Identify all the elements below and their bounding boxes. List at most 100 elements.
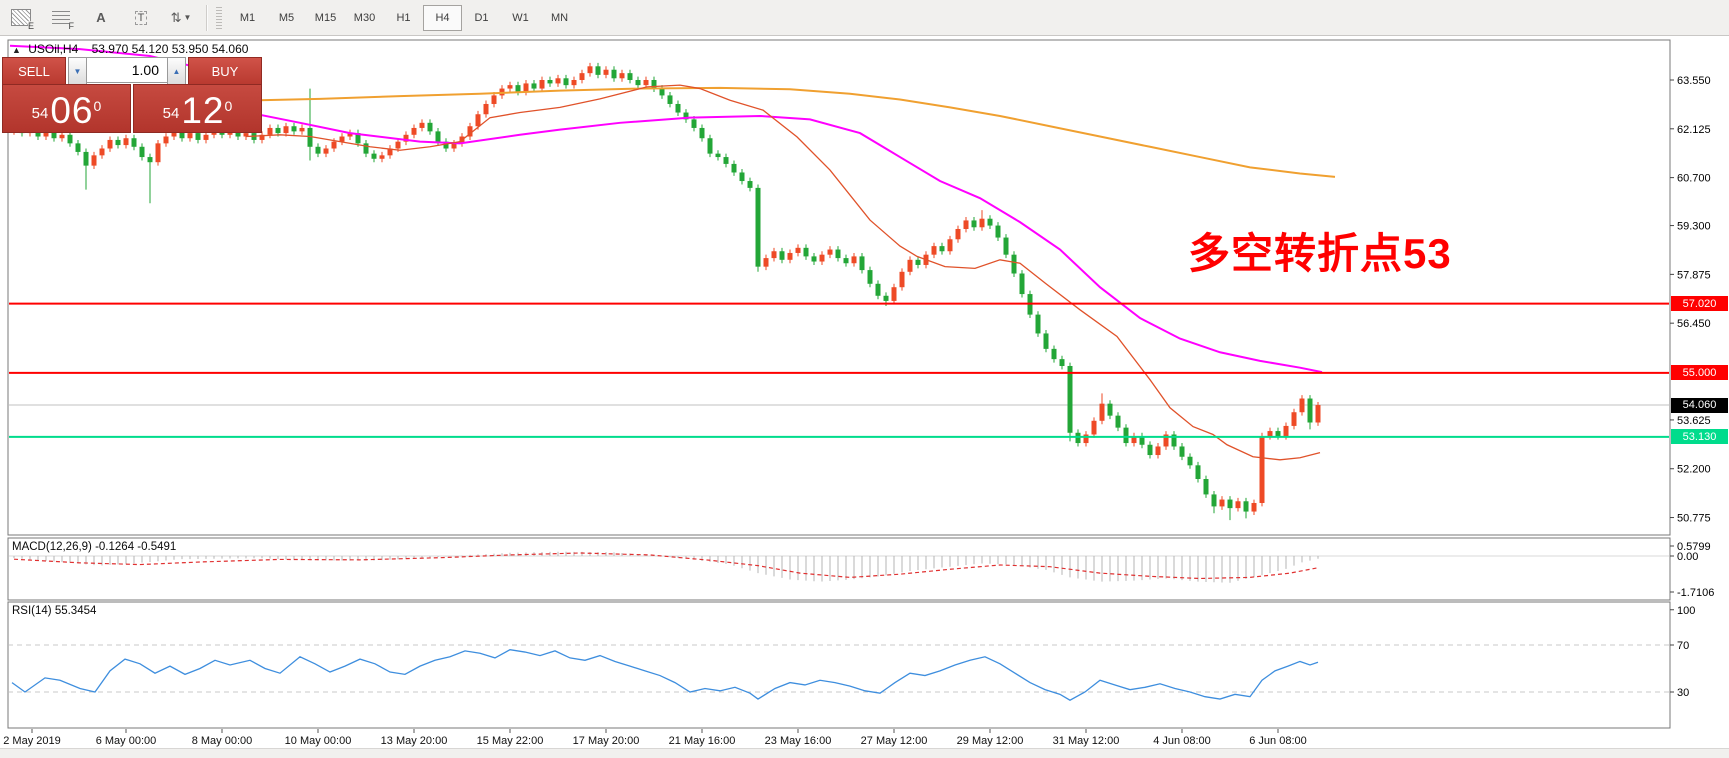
timeframe-bar: M1 M5 M15 M30 H1 H4 D1 W1 MN [228, 4, 579, 31]
candle-body [475, 114, 481, 127]
candle-body [731, 163, 737, 173]
candle-body [355, 133, 361, 144]
macd-axis-label: 0.00 [1677, 551, 1698, 563]
candle-body [811, 256, 817, 262]
volume-decrease-button[interactable]: ▼ [68, 57, 87, 85]
text-glyph: A [96, 10, 106, 25]
fibonacci-icon[interactable]: F [48, 6, 74, 31]
price-tick-label: 56.450 [1677, 318, 1711, 330]
candle-body [491, 95, 497, 104]
text-label-glyph: T [134, 10, 148, 25]
timeframe-button-D1[interactable]: D1 [474, 11, 489, 24]
candle-body [771, 251, 777, 259]
text-icon[interactable]: A [88, 6, 114, 30]
candle-body [67, 134, 73, 144]
candle-body [227, 131, 233, 135]
candle-body [523, 83, 529, 92]
price-tick-label: 59.300 [1677, 221, 1711, 233]
candle-body [1091, 420, 1097, 435]
collapse-arrow-icon[interactable]: ▲ [12, 45, 21, 55]
candle-body [787, 252, 793, 260]
candle-body [1179, 446, 1185, 457]
sell-price-sup: 0 [93, 98, 102, 114]
candle-body [651, 80, 657, 89]
candle-body [747, 181, 753, 188]
candle-body [683, 112, 689, 120]
candle-body [707, 138, 713, 154]
timeframe-button-M5[interactable]: M5 [278, 11, 295, 24]
candle-body [275, 127, 281, 134]
candle-body [715, 153, 721, 158]
candle-body [907, 259, 913, 272]
candle-body [979, 218, 985, 228]
dropdown-caret-icon[interactable]: ▼ [183, 13, 192, 22]
sell-button[interactable]: SELL [2, 57, 66, 85]
candle-body [931, 246, 937, 255]
volume-increase-button[interactable]: ▲ [167, 57, 186, 85]
date-label: 2 May 2019 [3, 735, 60, 747]
candle-body [963, 220, 969, 229]
candle-body [283, 126, 289, 134]
timeframe-button-H4[interactable]: H4 [423, 4, 462, 31]
candle-body [451, 143, 457, 149]
candle-body [531, 83, 537, 89]
candle-body [603, 69, 609, 75]
candle-body [619, 73, 625, 79]
timeframe-button-M1[interactable]: M1 [239, 11, 256, 24]
date-label: 21 May 16:00 [669, 735, 736, 747]
one-click-trade-panel: SELL ▼ 1.00 ▲ BUY 54 06 0 54 12 0 [2, 57, 262, 133]
candle-body [1227, 499, 1233, 509]
buy-price-tile[interactable]: 54 12 0 [133, 84, 262, 133]
candle-body [699, 127, 705, 139]
candle-body [1059, 359, 1065, 366]
text-label-icon[interactable]: T [128, 6, 154, 30]
candle-body [1291, 412, 1297, 426]
candle-body [179, 131, 185, 139]
candle-body [1163, 434, 1169, 447]
buy-button[interactable]: BUY [188, 57, 262, 85]
timeframe-button-MN[interactable]: MN [550, 11, 569, 24]
chart-annotation-text: 多空转折点53 [1188, 230, 1452, 277]
candle-body [395, 141, 401, 149]
toolbar-grip[interactable] [216, 6, 222, 29]
timeframe-button-M30[interactable]: M30 [353, 11, 376, 24]
ma-fast-redorange [245, 84, 1321, 461]
candle-body [563, 78, 569, 86]
candle-body [1147, 444, 1153, 456]
candle-body [635, 80, 641, 86]
candle-body [859, 256, 865, 271]
candle-body [899, 271, 905, 288]
candle-body [1155, 446, 1161, 456]
candle-body [915, 259, 921, 265]
bottom-scrollbar-strip[interactable] [0, 748, 1729, 758]
rsi-label: RSI(14) 55.3454 [12, 605, 97, 617]
crosshair-pencil-icon[interactable]: E [8, 6, 34, 31]
timeframe-button-W1[interactable]: W1 [512, 11, 529, 24]
candle-body [243, 133, 249, 137]
candle-body [803, 247, 809, 257]
volume-input[interactable]: 1.00 [87, 57, 167, 83]
candle-body [1219, 499, 1225, 507]
sell-price-tile[interactable]: 54 06 0 [2, 84, 131, 133]
candle-body [835, 249, 841, 259]
candle-body [1211, 494, 1217, 507]
candle-body [611, 69, 617, 79]
candle-body [331, 141, 337, 149]
price-tick-label: 60.700 [1677, 173, 1711, 185]
candle-body [171, 131, 177, 137]
candle-body [1243, 501, 1249, 512]
candle-body [507, 85, 513, 89]
candle-body [1187, 456, 1193, 466]
buy-price-sup: 0 [224, 98, 233, 114]
timeframe-button-M15[interactable]: M15 [314, 11, 337, 24]
candle-body [691, 119, 697, 128]
timeframe-button-H1[interactable]: H1 [396, 11, 411, 24]
candle-body [1043, 333, 1049, 349]
candle-body [123, 138, 129, 146]
candle-body [795, 247, 801, 253]
arrows-icon[interactable]: ⇅ ▼ [168, 6, 194, 30]
candle-body [195, 133, 201, 140]
candle-body [587, 66, 593, 74]
candle-body [323, 148, 329, 154]
